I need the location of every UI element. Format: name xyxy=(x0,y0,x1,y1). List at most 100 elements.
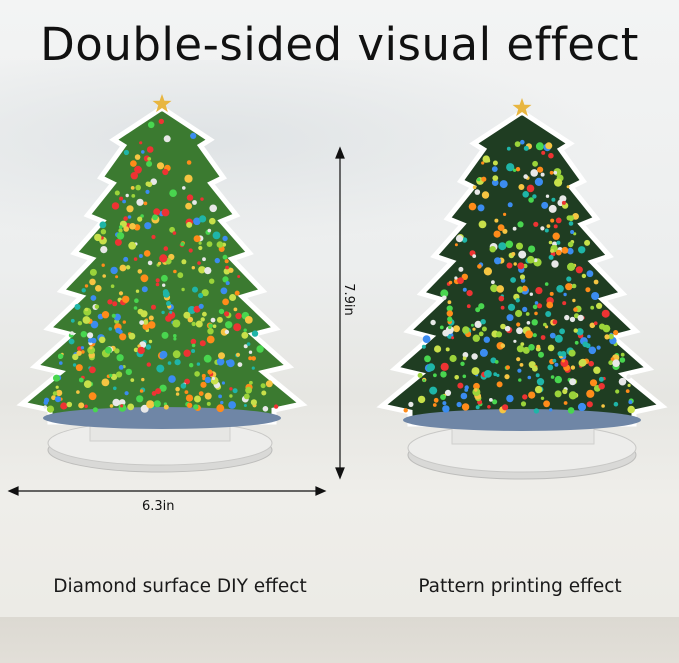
ornament-dot xyxy=(574,340,579,345)
ornament-dot xyxy=(478,303,485,310)
ornament-dot xyxy=(593,279,599,285)
ornament-dot xyxy=(472,334,480,342)
ornament-dot xyxy=(573,232,577,236)
ornament-dot xyxy=(161,274,168,282)
ornament-dot xyxy=(549,291,554,296)
ornament-dot xyxy=(148,315,154,321)
ornament-dot xyxy=(68,338,75,345)
ornament-dot xyxy=(206,241,213,248)
ornament-dot xyxy=(234,290,240,296)
ornament-dot xyxy=(198,266,206,274)
ornament-dot xyxy=(536,303,543,309)
ornament-dot xyxy=(536,344,541,349)
ornament-dot xyxy=(586,389,595,398)
ornament-dot xyxy=(133,347,139,353)
ornament-dot xyxy=(440,289,449,298)
ornament-dot xyxy=(503,212,507,216)
ornament-dot xyxy=(516,345,525,353)
ornament-dot xyxy=(180,242,185,247)
ornament-dot xyxy=(512,226,517,231)
ornament-dot xyxy=(168,375,176,383)
ornament-dot xyxy=(502,228,508,234)
ornament-dot xyxy=(556,285,564,293)
ornament-dot xyxy=(481,326,487,332)
ornament-dot xyxy=(593,321,598,326)
ornament-dot xyxy=(147,321,156,329)
ornament-dot xyxy=(54,396,62,403)
ornament-dot xyxy=(456,401,462,408)
ornament-dot xyxy=(193,305,201,313)
ornament-dot xyxy=(518,378,522,382)
ornament-dot xyxy=(586,401,593,408)
ornament-dot xyxy=(140,310,148,318)
ornament-dot xyxy=(223,268,230,275)
ornament-dot xyxy=(551,260,559,268)
ornament-dot xyxy=(548,240,553,245)
ornament-dot xyxy=(137,346,145,355)
ornament-dot xyxy=(569,316,576,323)
ornament-dot xyxy=(191,321,196,327)
ornament-dot xyxy=(110,284,115,289)
ornament-dot xyxy=(151,304,156,310)
ornament-dot xyxy=(472,185,477,189)
ornament-dot xyxy=(55,389,63,397)
ornament-dot xyxy=(589,379,598,387)
ornament-dot xyxy=(515,309,523,318)
ornament-dot xyxy=(565,283,573,291)
ornament-dot xyxy=(462,374,467,379)
ornament-dot xyxy=(533,258,538,263)
ornament-dot xyxy=(141,150,145,154)
ornament-dot xyxy=(89,268,97,276)
ornament-dot xyxy=(145,189,150,194)
ornament-dot xyxy=(207,328,214,335)
ornament-dot xyxy=(235,352,241,357)
ornament-dot xyxy=(134,165,142,174)
ornament-dot xyxy=(578,246,586,254)
ornament-dot xyxy=(130,186,135,190)
ornament-dot xyxy=(248,350,253,354)
ornament-dot xyxy=(185,394,194,402)
ornament-dot xyxy=(184,378,191,385)
ornament-dot xyxy=(209,278,215,284)
ornament-dot xyxy=(532,365,538,372)
ornament-dot xyxy=(186,221,193,228)
ornament-dot xyxy=(216,241,224,248)
ornament-dot xyxy=(74,303,81,310)
ornament-dot xyxy=(537,166,544,173)
ornament-dot xyxy=(101,378,110,387)
ornament-dot xyxy=(134,298,139,304)
ornament-dot xyxy=(522,346,530,354)
ornament-dot xyxy=(122,320,127,324)
ornament-dot xyxy=(504,325,511,332)
ornament-dot xyxy=(620,352,625,357)
ornament-dot xyxy=(460,361,465,366)
ornament-dot xyxy=(273,404,279,409)
printed-tree-image xyxy=(376,98,668,431)
ornament-dot xyxy=(598,383,605,390)
ornament-dot xyxy=(104,346,112,354)
ornament-dot xyxy=(513,262,517,266)
ornament-dot xyxy=(528,344,535,351)
ornament-dot xyxy=(548,254,554,260)
ornament-dot xyxy=(198,245,203,251)
ornament-dot xyxy=(442,401,447,406)
ornament-dot xyxy=(137,269,143,274)
ornament-dot xyxy=(159,352,166,359)
ornament-dot xyxy=(134,154,141,160)
ornament-dot xyxy=(229,294,237,301)
ornament-dot xyxy=(153,208,161,216)
ornament-dot xyxy=(88,392,97,401)
ornament-dot xyxy=(491,166,498,173)
ornament-dot xyxy=(454,276,458,280)
ornament-dot xyxy=(76,390,80,394)
ornament-dot xyxy=(582,341,589,348)
ornament-dot xyxy=(587,334,591,339)
star-icon xyxy=(152,94,172,113)
ornament-dot xyxy=(593,366,601,374)
ornament-dot xyxy=(251,330,259,337)
ornament-dot xyxy=(578,359,586,367)
ornament-dot xyxy=(102,274,106,278)
ornament-dot xyxy=(468,202,477,211)
ornament-dot xyxy=(543,322,547,327)
ornament-dot xyxy=(110,373,118,381)
